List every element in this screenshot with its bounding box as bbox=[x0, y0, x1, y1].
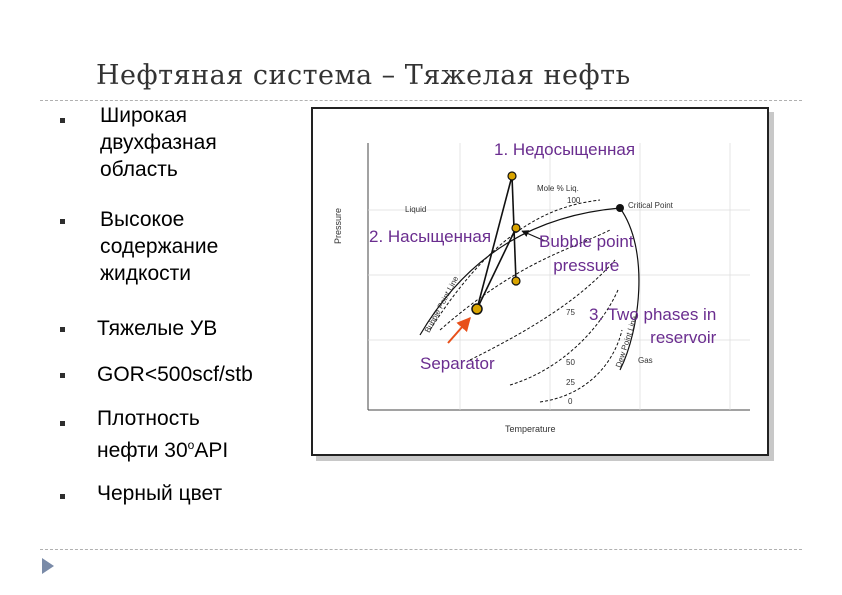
phase-diagram-frame bbox=[311, 107, 769, 456]
separator-point bbox=[471, 303, 483, 315]
bullet-marker bbox=[60, 421, 65, 426]
production-path-line bbox=[476, 227, 517, 310]
undersaturated-point bbox=[507, 171, 517, 181]
production-path-line-2 bbox=[476, 175, 513, 310]
y-axis-label: Pressure bbox=[333, 207, 343, 244]
separator-arrow bbox=[447, 316, 471, 344]
quality-value-50: 50 bbox=[566, 358, 575, 367]
bullet-marker bbox=[60, 373, 65, 378]
two-phase-point bbox=[511, 276, 521, 286]
annotation-separator: Separator bbox=[420, 354, 495, 373]
density-line-2: нефти 30oAPI bbox=[97, 438, 229, 462]
density-line-1: Плотность bbox=[97, 407, 200, 430]
quality-curve-0 bbox=[539, 329, 623, 403]
bullet-marker bbox=[60, 219, 65, 224]
liquid-label: Liquid bbox=[405, 205, 427, 214]
bubble-point-arrow bbox=[521, 230, 546, 242]
quality-curve-100 bbox=[429, 199, 601, 331]
bullet-marker bbox=[60, 327, 65, 332]
footer-divider bbox=[40, 549, 802, 550]
quality-value-0: 0 bbox=[568, 397, 573, 406]
critical-point-label: Critical Point bbox=[628, 201, 673, 210]
critical-point-marker bbox=[616, 204, 624, 212]
quality-curve-25 bbox=[509, 289, 619, 386]
quality-value-75: 75 bbox=[566, 308, 575, 317]
x-axis-label: Temperature bbox=[505, 424, 556, 434]
annotation-bubble-point: Bubble point pressure bbox=[539, 232, 634, 275]
gas-label: Gas bbox=[638, 356, 653, 365]
bullet-marker bbox=[60, 494, 65, 499]
slide-title: Нефтяная система – Тяжелая нефть bbox=[96, 60, 631, 91]
quality-value-100: 100 bbox=[567, 196, 581, 205]
quality-value-25: 25 bbox=[566, 378, 575, 387]
bullet-marker bbox=[60, 118, 65, 123]
next-slide-icon[interactable] bbox=[40, 557, 56, 575]
mole-label: Mole % Liq. bbox=[537, 184, 579, 193]
annotation-undersaturated: 1. Недосыщенная bbox=[494, 140, 636, 159]
title-divider bbox=[40, 100, 802, 101]
annotation-saturated: 2. Насыщенная bbox=[369, 227, 492, 246]
quality-curve-75 bbox=[439, 229, 611, 331]
dew-point-curve bbox=[619, 207, 640, 371]
annotation-two-phases: 3. Two phases in reservoir bbox=[589, 305, 717, 347]
grid bbox=[368, 143, 750, 410]
saturated-point bbox=[511, 223, 521, 233]
